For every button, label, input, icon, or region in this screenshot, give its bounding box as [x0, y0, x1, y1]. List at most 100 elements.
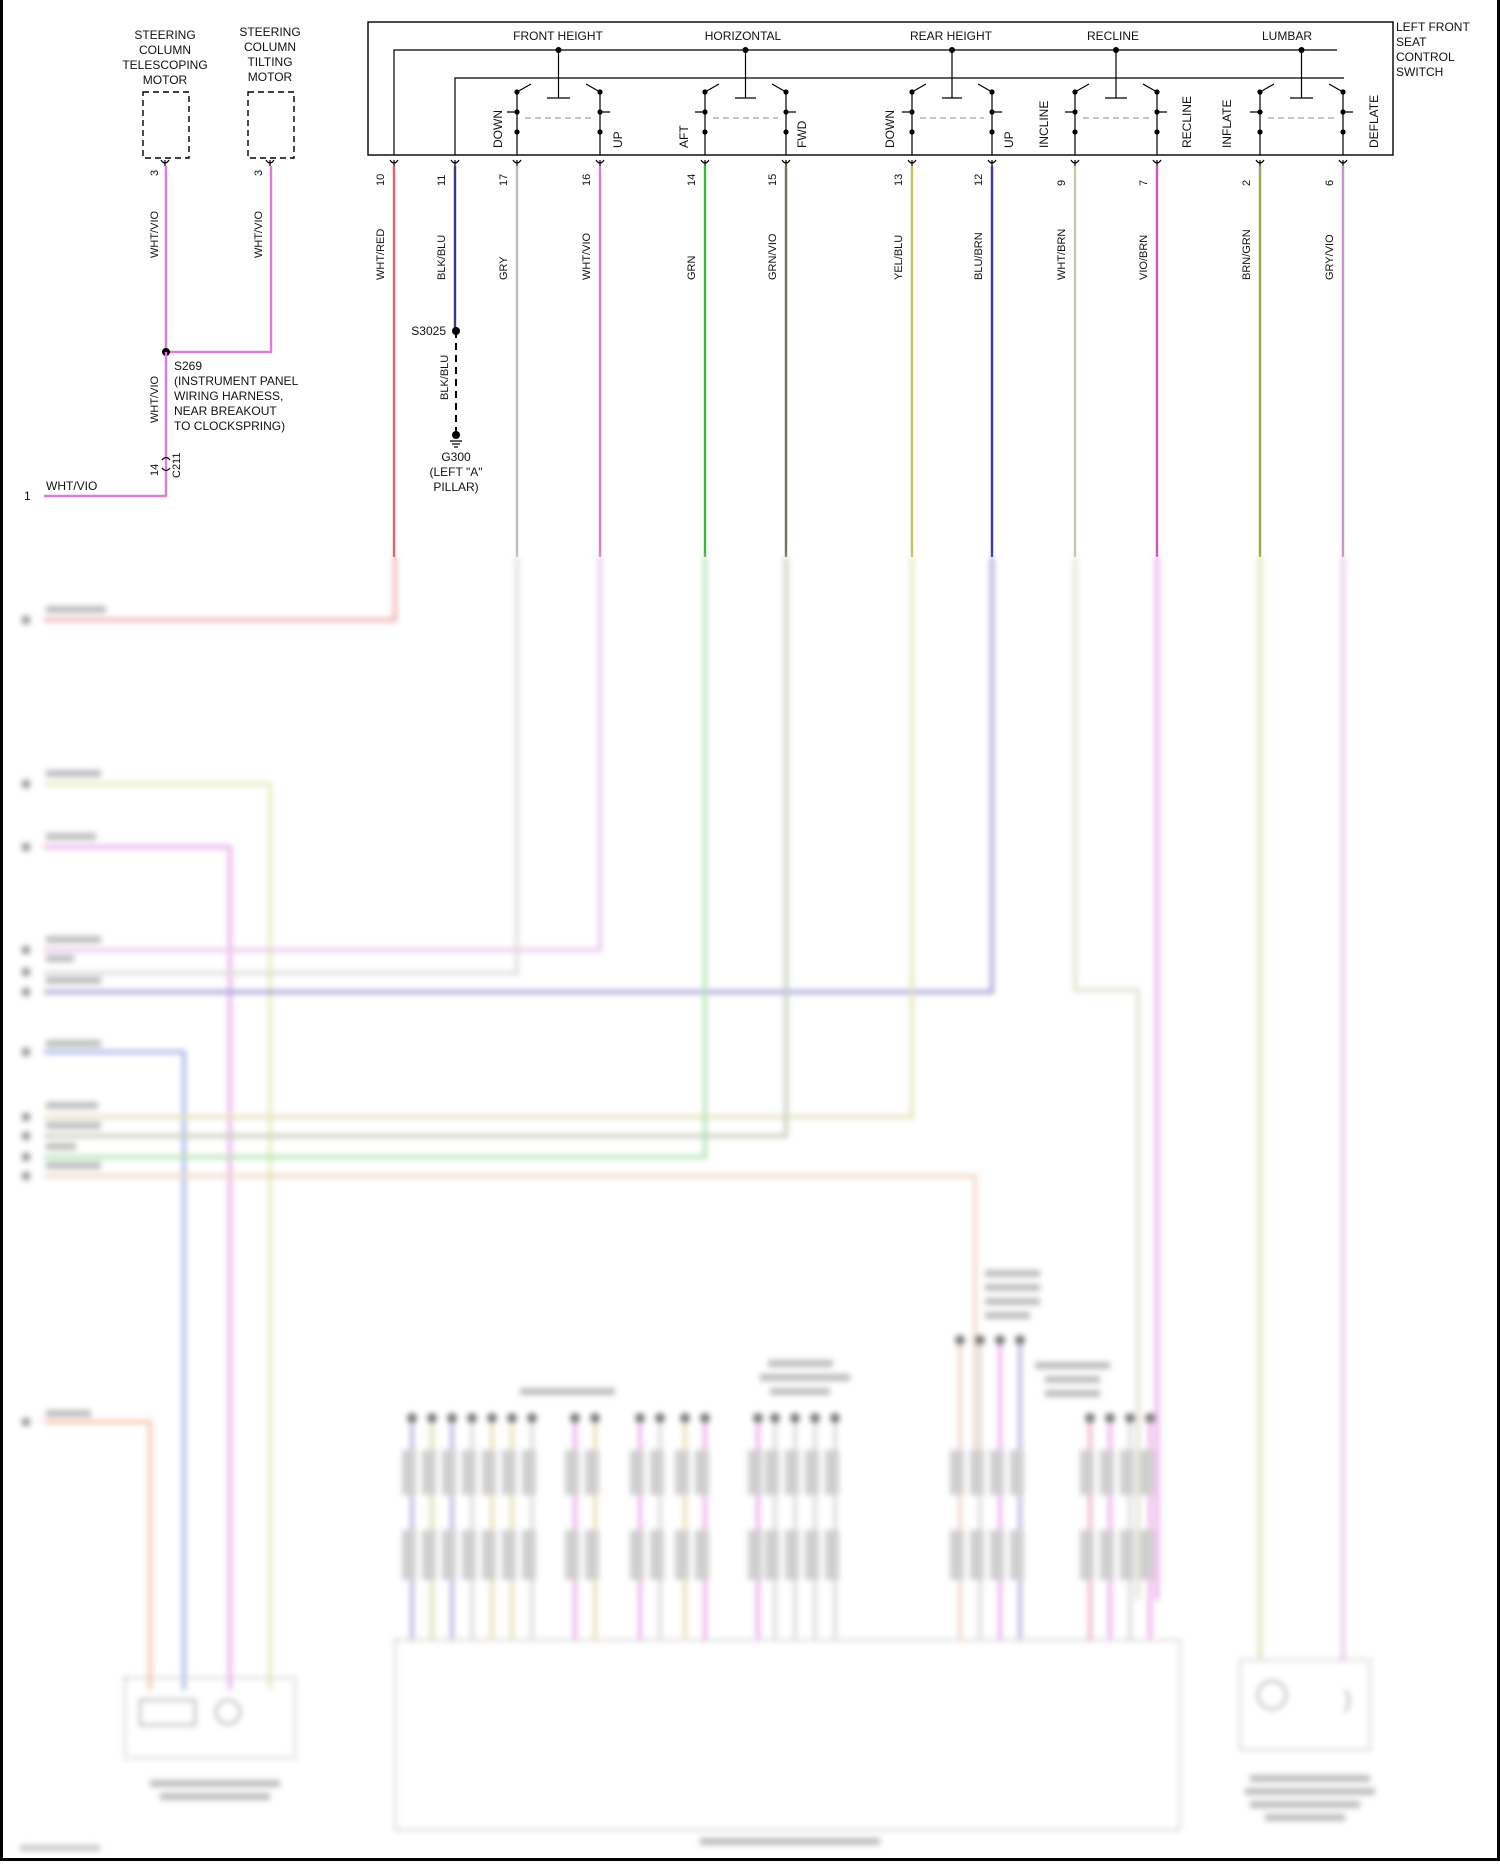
wire-color-label: GRN [686, 256, 698, 281]
blurred-right-box [1239, 1659, 1371, 1751]
pin-label: 14 [686, 174, 698, 186]
blurred-left-module [124, 1677, 296, 1800]
contact-lever [507, 83, 532, 155]
blurred-label [46, 833, 96, 840]
blurred-module-circle [215, 1699, 241, 1725]
blurred-wire-label [402, 1450, 416, 1495]
switch-contacts [507, 47, 1353, 155]
contact-common [547, 50, 570, 99]
blurred-wire-tan [44, 1174, 977, 1460]
blurred-wire-label [765, 1530, 779, 1580]
blurred-wire-label [1080, 1530, 1094, 1580]
contact-lever [771, 83, 796, 155]
pin-label: 17 [498, 174, 510, 186]
blurred-wire-label [442, 1450, 456, 1495]
blurred-label [46, 770, 101, 777]
blurred-drop-node [590, 1413, 600, 1423]
blurred-drop-node [655, 1413, 665, 1423]
pin-label: 11 [436, 175, 448, 186]
blurred-wire-wht-vio-2 [44, 557, 602, 952]
switch-pins: 10 11 17 16 14 15 13 12 9 7 2 6 WHT/RED … [375, 174, 1336, 280]
blurred-right-label [1250, 1775, 1370, 1782]
switch-internal-bus-top [393, 49, 1337, 155]
wire-color-label: WHT/BRN [1056, 229, 1068, 280]
g300-label-2: (LEFT "A" [430, 465, 483, 479]
pin-label: 2 [1241, 180, 1253, 186]
blurred-wire-label [502, 1450, 516, 1495]
blurred-wire-label [695, 1450, 709, 1495]
blurred-wire-label [748, 1450, 762, 1495]
pin-socket [1338, 159, 1348, 166]
blurred-drop-node [1085, 1413, 1095, 1423]
blurred-drop-node [427, 1413, 437, 1423]
blurred-right-module [1239, 1659, 1375, 1821]
blurred-module-label [150, 1780, 280, 1787]
left-lead-pin: 1 [24, 489, 31, 503]
pin-socket [700, 159, 710, 166]
contact-lever [585, 83, 610, 155]
blurred-wire-label [765, 1450, 779, 1495]
blurred-wire-label [675, 1450, 689, 1495]
tilting-motor-box [247, 91, 295, 159]
blurred-pin [22, 780, 30, 788]
pin-socket [907, 159, 917, 166]
tilting-motor-label-3: TILTING [247, 55, 292, 69]
blurred-module-box [124, 1677, 296, 1759]
blurred-right-circle [1257, 1680, 1287, 1710]
pin-label: 9 [1056, 180, 1068, 186]
blurred-wire-wht-red [44, 557, 397, 622]
blurred-pin [22, 1418, 30, 1426]
contact-common [942, 50, 962, 99]
blurred-right-label [1245, 1788, 1375, 1795]
blurred-right-label [1250, 1801, 1360, 1808]
blurred-connector-label [1045, 1376, 1100, 1383]
blurred-wire-label [805, 1530, 819, 1580]
contact-aft: AFT [677, 125, 691, 148]
blurred-drop-node [570, 1413, 580, 1423]
blurred-wire-wht-vio [44, 845, 232, 1690]
blurred-wire-gry [44, 557, 519, 975]
blurred-drop-wires [402, 1335, 1155, 1640]
contact-recline: RECLINE [1180, 96, 1194, 148]
blurred-wire-label [650, 1450, 664, 1495]
blurred-wire-label [970, 1450, 984, 1495]
blurred-wire-label [402, 1530, 416, 1580]
blurred-left-labels [46, 606, 106, 1417]
blurred-wire-label [785, 1450, 799, 1495]
blurred-wire-label [502, 1530, 516, 1580]
blurred-connector-label [1045, 1390, 1100, 1397]
contact-lever [1142, 83, 1167, 155]
blurred-label [46, 1102, 98, 1109]
blurred-connector-label [985, 1298, 1040, 1305]
blurred-pin [22, 616, 30, 624]
blurred-wire-label [565, 1450, 579, 1495]
s269-label-5: TO CLOCKSPRING) [174, 419, 285, 433]
blurred-pin [22, 968, 30, 976]
telescoping-motor-label-2: COLUMN [139, 43, 191, 57]
blurred-connector-label [985, 1284, 1040, 1291]
blurred-wire-wht-brn [1073, 557, 1140, 1600]
pin-socket [512, 159, 522, 166]
telescoping-motor-box [142, 91, 190, 159]
seat-switch-label-1: LEFT FRONT [1396, 20, 1470, 34]
blurred-right-symbol [1344, 1689, 1350, 1713]
blurred-label [46, 1040, 101, 1047]
g300-label-3: PILLAR) [433, 480, 478, 494]
wire-color-label: GRY/VIO [1324, 234, 1336, 280]
blurred-drop-node [770, 1413, 780, 1423]
blurred-drop-node [1145, 1413, 1155, 1423]
contact-lever [1328, 83, 1353, 155]
c211-pin: 14 [149, 464, 161, 476]
group-front-height: FRONT HEIGHT [513, 29, 603, 43]
pin-label: 15 [767, 174, 779, 186]
pin-label: 10 [375, 174, 387, 186]
s3025-label: S3025 [411, 324, 446, 338]
blurred-central-box [394, 1639, 1181, 1831]
blurred-footer-id [20, 1845, 100, 1851]
blurred-wire-grn [44, 557, 707, 1159]
blurred-wire-label [950, 1450, 964, 1495]
s269-label-2: (INSTRUMENT PANEL [174, 374, 299, 388]
contact-common-dot [1298, 47, 1305, 53]
blurred-drop-node [810, 1413, 820, 1423]
seat-switch-label-3: CONTROL [1396, 50, 1455, 64]
